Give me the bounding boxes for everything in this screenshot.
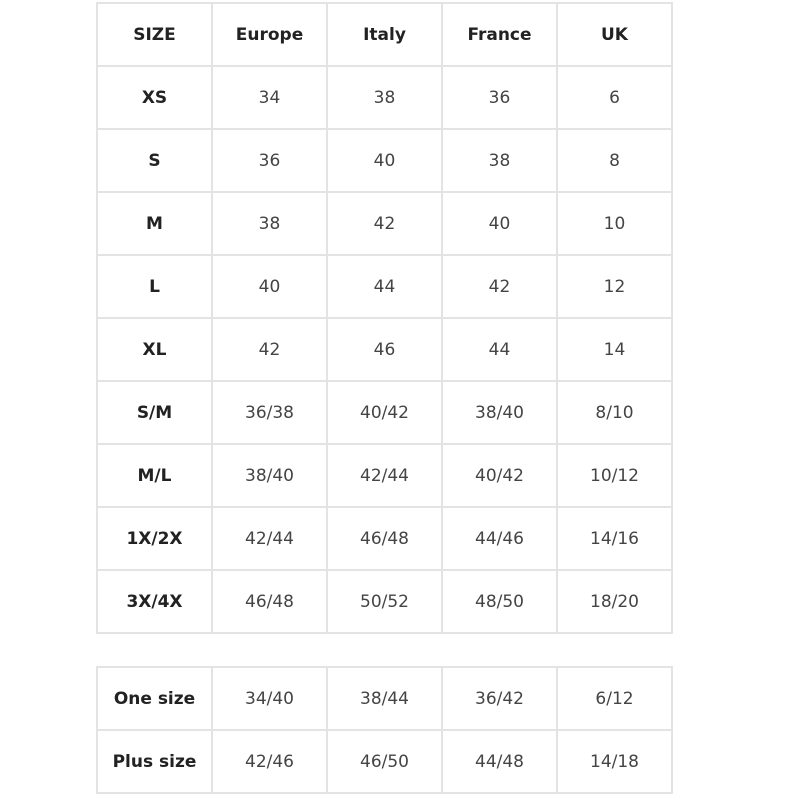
size-value-cell: 40 — [211, 254, 328, 319]
size-value-cell: 42/44 — [211, 506, 328, 571]
one-plus-size-table: One size 34/40 38/44 36/42 6/12 Plus size 42/4… — [96, 666, 673, 794]
size-label-cell: M — [96, 191, 213, 256]
size-label-cell: S — [96, 128, 213, 193]
size-value-cell: 46/48 — [211, 569, 328, 634]
size-value-cell: 36/42 — [441, 666, 558, 731]
column-header: Europe — [211, 2, 328, 67]
table-row: One size 34/40 38/44 36/42 6/12 — [96, 666, 673, 731]
table-row: XS 34 38 36 6 — [96, 65, 673, 130]
size-label-cell: XS — [96, 65, 213, 130]
column-header: UK — [556, 2, 673, 67]
size-value-cell: 38 — [441, 128, 558, 193]
size-value-cell: 44/48 — [441, 729, 558, 794]
table-row: Plus size 42/46 46/50 44/48 14/18 — [96, 729, 673, 794]
size-value-cell: 36 — [211, 128, 328, 193]
size-value-cell: 38/44 — [326, 666, 443, 731]
size-chart-table: SIZE Europe Italy France UK XS 34 38 36 6 S 36 40 38 8… — [96, 2, 673, 634]
table-row: M 38 42 40 10 — [96, 191, 673, 256]
column-header: SIZE — [96, 2, 213, 67]
table-row: 3X/4X 46/48 50/52 48/50 18/20 — [96, 569, 673, 634]
table-row: S 36 40 38 8 — [96, 128, 673, 193]
size-label-cell: S/M — [96, 380, 213, 445]
size-value-cell: 44/46 — [441, 506, 558, 571]
size-value-cell: 34/40 — [211, 666, 328, 731]
size-value-cell: 46 — [326, 317, 443, 382]
size-value-cell: 38 — [326, 65, 443, 130]
size-value-cell: 10 — [556, 191, 673, 256]
size-value-cell: 6/12 — [556, 666, 673, 731]
size-value-cell: 14/16 — [556, 506, 673, 571]
size-value-cell: 44 — [326, 254, 443, 319]
size-value-cell: 42/44 — [326, 443, 443, 508]
size-label-cell: Plus size — [96, 729, 213, 794]
header-row: SIZE Europe Italy France UK — [96, 2, 673, 67]
size-value-cell: 18/20 — [556, 569, 673, 634]
size-value-cell: 42 — [211, 317, 328, 382]
size-value-cell: 10/12 — [556, 443, 673, 508]
size-label-cell: One size — [96, 666, 213, 731]
size-value-cell: 36 — [441, 65, 558, 130]
size-value-cell: 38/40 — [211, 443, 328, 508]
size-value-cell: 36/38 — [211, 380, 328, 445]
size-value-cell: 40/42 — [326, 380, 443, 445]
table-row: 1X/2X 42/44 46/48 44/46 14/16 — [96, 506, 673, 571]
column-header: France — [441, 2, 558, 67]
size-value-cell: 8 — [556, 128, 673, 193]
size-value-cell: 50/52 — [326, 569, 443, 634]
size-value-cell: 48/50 — [441, 569, 558, 634]
table-row: XL 42 46 44 14 — [96, 317, 673, 382]
size-value-cell: 12 — [556, 254, 673, 319]
size-value-cell: 14/18 — [556, 729, 673, 794]
table-row: L 40 44 42 12 — [96, 254, 673, 319]
size-value-cell: 40/42 — [441, 443, 558, 508]
size-label-cell: M/L — [96, 443, 213, 508]
size-label-cell: 3X/4X — [96, 569, 213, 634]
size-value-cell: 8/10 — [556, 380, 673, 445]
size-value-cell: 14 — [556, 317, 673, 382]
size-value-cell: 46/50 — [326, 729, 443, 794]
size-value-cell: 38 — [211, 191, 328, 256]
size-value-cell: 42 — [441, 254, 558, 319]
size-value-cell: 6 — [556, 65, 673, 130]
size-value-cell: 46/48 — [326, 506, 443, 571]
size-value-cell: 40 — [326, 128, 443, 193]
size-value-cell: 38/40 — [441, 380, 558, 445]
column-header: Italy — [326, 2, 443, 67]
table-row: M/L 38/40 42/44 40/42 10/12 — [96, 443, 673, 508]
size-label-cell: L — [96, 254, 213, 319]
size-label-cell: XL — [96, 317, 213, 382]
size-value-cell: 44 — [441, 317, 558, 382]
size-value-cell: 42 — [326, 191, 443, 256]
size-value-cell: 42/46 — [211, 729, 328, 794]
size-label-cell: 1X/2X — [96, 506, 213, 571]
size-value-cell: 34 — [211, 65, 328, 130]
size-value-cell: 40 — [441, 191, 558, 256]
table-row: S/M 36/38 40/42 38/40 8/10 — [96, 380, 673, 445]
